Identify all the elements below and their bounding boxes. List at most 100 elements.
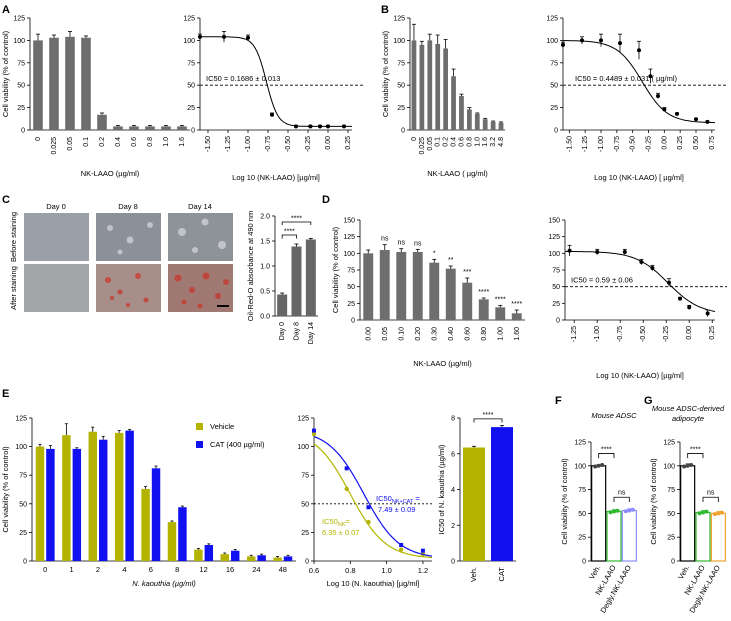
B1-ytick-label: 75 [397,60,405,67]
D1-sig-label: * [433,250,436,257]
D1-sig-label: **** [495,296,506,303]
E3-sig-label: **** [483,412,494,419]
E1-ytick-label: 75 [19,473,27,480]
micrograph-after-day0 [24,264,89,312]
A1-xtick-label: 0.2 [99,137,106,147]
G-ytick-label: 100 [663,463,675,470]
G-point [697,511,702,516]
E1-ytick-label: 50 [19,501,27,508]
C-sig-bracket [281,221,312,225]
E2-ytick-label: 0 [305,559,309,566]
A2-ytick-label: 50 [187,83,195,90]
F-ytick-label: 0 [582,559,586,566]
A1-xlabel: NK-LAAO (µg/ml) [81,169,140,178]
E2-xtick-label: 0.8 [345,566,355,575]
G-title: adipocyte [672,414,704,423]
E2-data-point-cat [399,542,404,547]
G-point [685,463,690,468]
B2-xtick-label: -1.50 [566,136,573,152]
F-ytick-label: 100 [574,463,586,470]
E2-annotation-cat-value: 7.49 ± 0.09 [378,505,415,514]
B2-xtick-label: 0.25 [677,136,684,150]
A1-xtick-label: 0.8 [147,137,154,147]
A1-xtick-label: 1.6 [179,137,186,147]
D1-sig-label: ns [414,240,422,247]
E2-fit-curve-cat [313,435,433,557]
D1-bar [445,268,456,320]
C-ytick-label: 0.0 [260,314,270,321]
G-bar [695,511,711,562]
E1-xtick-label: 1 [70,565,74,574]
B2-xtick-label: 0.50 [693,136,700,150]
E1-xtick-label: 2 [96,565,100,574]
D2-xtick-label: -1.25 [571,326,578,342]
panel-letter-b: B [381,4,389,16]
B2-xtick-label: -0.50 [630,136,637,152]
panel-letter-g: G [644,395,653,407]
A1-bar [65,36,75,130]
A1-ylabel: Cell viability (% of control) [1,30,10,117]
E1-bar-vehicle [62,435,71,561]
D1-xtick-label: 0.60 [464,327,471,341]
C-xtick-label: Day 0 [279,322,286,340]
E1-bar-cat [151,468,161,561]
D1-bar [495,307,506,320]
A1-bar [97,114,107,130]
C-xtick-label: Day 8 [294,322,301,340]
D1-bar [412,252,423,320]
E1-xlabel: N. kaouthia (µg/ml) [132,579,196,588]
D2-xtick-label: 0.25 [709,326,716,340]
E2-data-point-vehicle [366,519,371,525]
E2-data-point-vehicle [311,431,317,437]
E1-bar-vehicle [273,557,282,561]
A1-xtick-label: 0.4 [115,137,122,147]
E2-annotation-vehicle-value: 6.35 ± 0.07 [322,528,359,537]
A1-xtick-label: 1.0 [163,137,170,147]
B1-xtick-label: 0 [411,137,418,141]
D1-xtick-label: 0.80 [481,327,488,341]
A1-xtick-label: 0.05 [67,137,74,151]
F-title: Mouse ADSC [591,411,637,420]
B1-xlabel: NK-LAAO ( µg/ml) [427,169,488,178]
E2-data-point-vehicle [344,486,349,492]
C-bar [305,239,316,316]
legend-e: Vehicle CAT (400 µg/ml) [196,422,265,449]
A2-ytick-label: 0 [191,128,195,135]
A1-bar [161,126,171,130]
legend-swatch-cat [196,441,203,448]
F-point [608,510,613,515]
D1-bar [379,250,390,320]
E1-bar-vehicle [88,431,97,561]
col-label-day8: Day 8 [118,202,138,211]
D2-xtick-label: -0.50 [640,326,647,342]
B1-ylabel: Cell viability (% of control) [381,30,390,117]
A2-xtick-label: -0.25 [305,136,312,152]
D1-xtick-label: 0.30 [431,327,438,341]
E2-xtick-label: 0.6 [309,566,319,575]
F-point [630,507,635,512]
E1-bar-cat [125,430,134,561]
F-sig-label: **** [601,447,612,454]
C-ytick-label: 1.5 [260,239,270,246]
F-point [615,508,620,513]
G-sig-bracket [687,453,704,459]
B2-ytick-label: 25 [550,105,558,112]
B1-xtick-label: 0.4 [451,137,458,147]
micrograph-before-day0 [24,213,89,261]
E1-bar-cat [46,448,55,561]
micrograph-grid: Day 0 Day 8 Day 14 Before staining After… [9,202,233,312]
E1-xtick-label: 4 [122,565,126,574]
E2-ytick-label: 50 [301,501,309,508]
D2-ytick-label: 150 [548,218,560,225]
B2-xtick-label: -1.25 [582,136,589,152]
B1-xtick-label: 3.2 [490,137,497,147]
E3-ytick-label: 4 [451,487,455,494]
A2-xtick-label: -1.50 [205,136,212,152]
G-point [682,464,687,469]
E1-bar-vehicle [167,522,177,561]
D1-sig-label: **** [478,289,489,296]
E2-ytick-label: 75 [301,473,309,480]
C-ytick-label: 0.5 [260,289,270,296]
A2-xlabel: Log 10 (NK-LAAO) [µg/ml] [232,173,320,182]
G-point [704,509,709,514]
